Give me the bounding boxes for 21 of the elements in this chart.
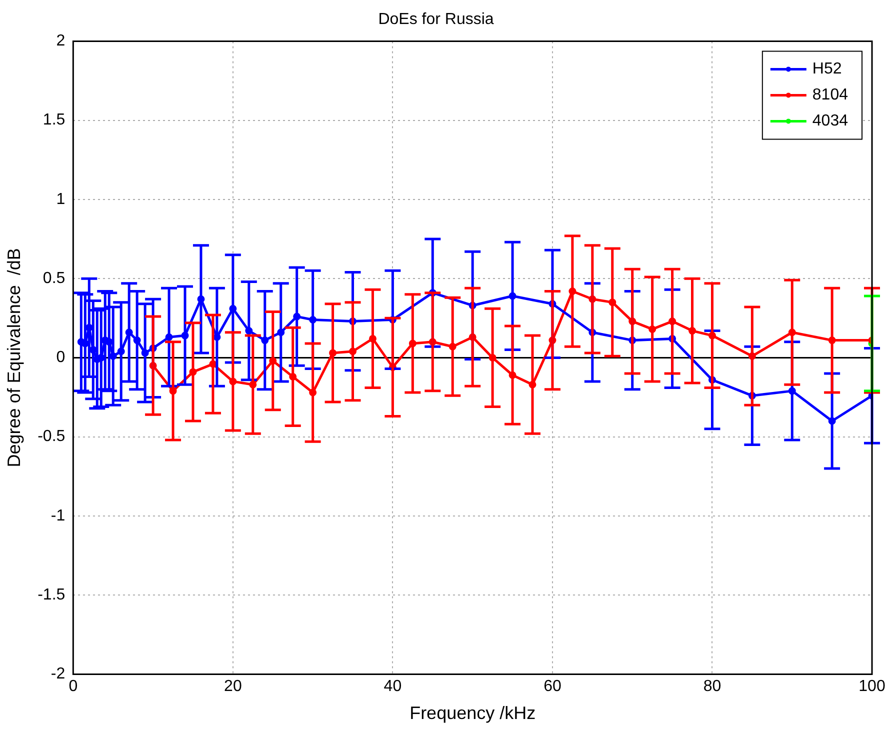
legend-label: 8104: [812, 86, 848, 104]
x-tick-label: 100: [858, 678, 886, 696]
x-tick-label: 40: [384, 678, 402, 696]
legend-label: 4034: [812, 112, 848, 130]
y-tick-label: -1: [50, 507, 66, 524]
x-tick-label: 60: [544, 678, 562, 696]
y-tick-label: 0.5: [42, 270, 66, 287]
x-axis-title: Frequency /kHz: [410, 703, 536, 724]
y-tick-label: 1: [56, 190, 66, 208]
x-tick-label: 20: [224, 678, 242, 696]
y-tick-label: -1.5: [38, 586, 66, 604]
x-tick-label: 0: [68, 678, 78, 696]
y-tick-label: 2: [56, 32, 66, 50]
legend-label: H52: [812, 60, 842, 78]
chart-title: DoEs for Russia: [378, 11, 494, 28]
y-tick-label: 0: [56, 349, 66, 366]
y-tick-label: 1.5: [42, 112, 66, 129]
y-axis-title: Degree of Equivalence /dB: [4, 248, 24, 468]
y-tick-label: -0.5: [38, 428, 66, 446]
y-tick-label: -2: [50, 666, 66, 683]
x-tick-label: 80: [703, 678, 722, 696]
